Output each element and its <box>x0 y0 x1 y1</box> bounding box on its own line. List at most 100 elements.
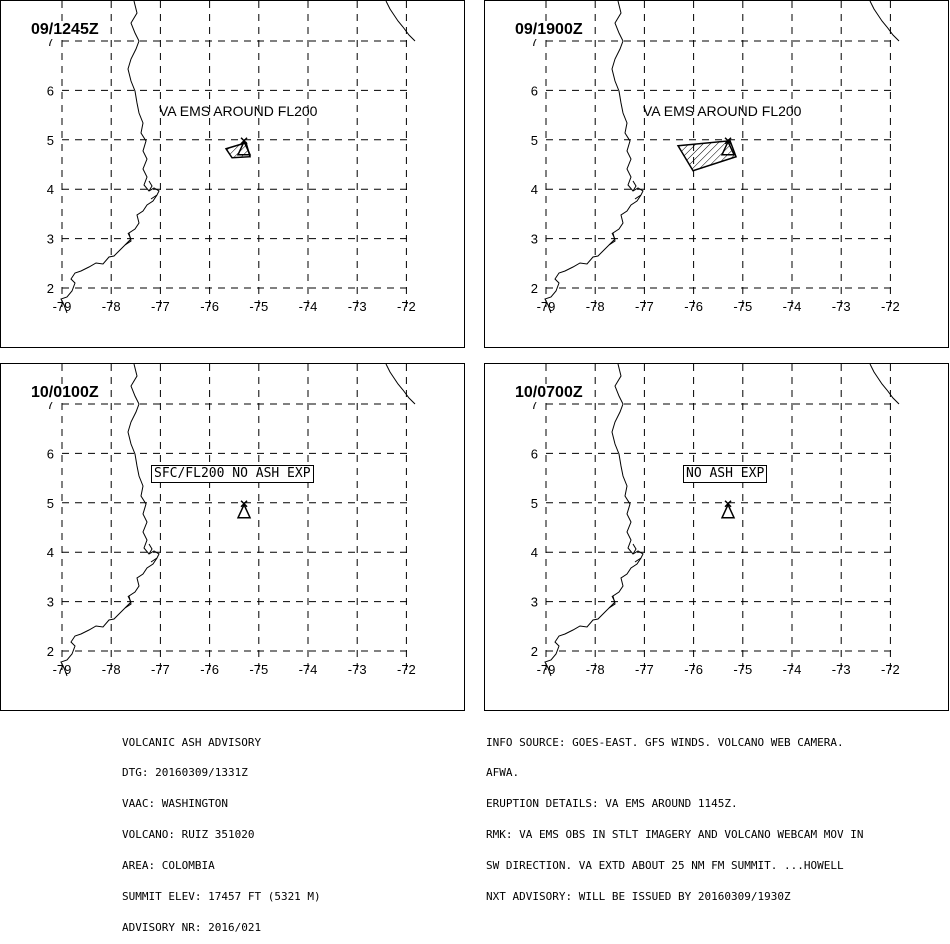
panel-time-label: 10/0700Z <box>514 384 584 402</box>
lon-tick-label: -72 <box>397 662 416 677</box>
lon-tick-label: -74 <box>299 662 318 677</box>
lat-tick-label: 4 <box>47 545 54 560</box>
ash-cloud-area <box>676 139 738 172</box>
lon-tick-label: -79 <box>537 662 556 677</box>
advisory-line: ADVISORY NR: 2016/021 <box>122 920 262 934</box>
forecast-panel-2: -79 -78 -77 -76 -75 -74 -73 -72 2 3 4 5 6 7 09/1900Z … <box>484 0 949 348</box>
lon-tick-label: -76 <box>684 662 703 677</box>
info-line: NXT ADVISORY: WILL BE ISSUED BY 20160309… <box>486 890 791 904</box>
coastline <box>544 1 644 314</box>
lat-tick-label: 5 <box>47 496 54 511</box>
volcano-icon <box>236 502 252 519</box>
forecast-panel-4: -79 -78 -77 -76 -75 -74 -73 -72 2 3 4 5 6 7 10/0700Z … <box>484 363 949 711</box>
lon-tick-label: -77 <box>151 662 170 677</box>
advisory-line: VOLCANO: RUIZ 351020 <box>122 828 255 842</box>
lon-tick-label: -75 <box>249 299 268 314</box>
lat-tick-label: 6 <box>531 446 538 461</box>
advisory-line: VAAC: WASHINGTON <box>122 797 228 811</box>
forecast-panel-3: -79 -78 -77 -76 -75 -74 -73 -72 2 3 4 5 6 7 10/0100Z … <box>0 363 465 711</box>
lat-tick-label: 2 <box>47 644 54 659</box>
lon-tick-label: -72 <box>881 299 900 314</box>
lat-tick-label: 2 <box>531 644 538 659</box>
map-1: -79 -78 -77 -76 -75 -74 -73 -72 2 3 4 5 6 7 <box>47 1 416 314</box>
coastline-detail <box>124 180 158 246</box>
info-line: INFO SOURCE: GOES-EAST. GFS WINDS. VOLCA… <box>486 735 844 749</box>
lat-tick-label: 6 <box>47 446 54 461</box>
lat-tick-label: 3 <box>47 595 54 610</box>
lon-tick-label: -79 <box>537 299 556 314</box>
advisory-header-block: VOLCANIC ASH ADVISORY DTG: 20160309/1331… <box>122 717 321 944</box>
border-line <box>385 1 416 42</box>
lon-tick-label: -74 <box>783 662 802 677</box>
lat-tick-label: 3 <box>531 232 538 247</box>
volcano-icon <box>720 502 736 519</box>
ash-cloud-label: SFC/FL200 NO ASH EXP <box>151 465 314 483</box>
info-line: ERUPTION DETAILS: VA EMS AROUND 1145Z. <box>486 797 738 811</box>
lon-tick-label: -74 <box>299 299 318 314</box>
lat-tick-label: 2 <box>531 281 538 296</box>
lat-tick-label: 4 <box>47 182 54 197</box>
coastline-detail <box>608 543 642 609</box>
lat-tick-label: 5 <box>531 496 538 511</box>
lat-tick-label: 7 <box>47 34 54 49</box>
lon-tick-label: -76 <box>200 299 219 314</box>
lon-tick-label: -78 <box>102 299 121 314</box>
ash-cloud-label: VA EMS AROUND FL200 <box>159 103 318 119</box>
lon-tick-label: -78 <box>586 662 605 677</box>
forecast-panel-1: -79 -78 -77 -76 -75 -74 -73 -72 2 3 4 5 6 7 09/1245Z … <box>0 0 465 348</box>
advisory-line: AREA: COLOMBIA <box>122 859 215 873</box>
lat-tick-label: 6 <box>47 83 54 98</box>
volcano-summit-icon <box>724 500 732 508</box>
lat-tick-label: 7 <box>531 34 538 49</box>
lon-tick-label: -75 <box>733 662 752 677</box>
lat-tick-label: 7 <box>531 397 538 412</box>
ash-cloud-label: NO ASH EXP <box>683 465 768 483</box>
lon-tick-label: -79 <box>53 299 72 314</box>
lon-tick-label: -73 <box>348 299 367 314</box>
lat-tick-label: 5 <box>47 133 54 148</box>
lon-tick-label: -73 <box>348 662 367 677</box>
ash-cloud-area <box>224 141 252 159</box>
advisory-line: DTG: 20160309/1331Z <box>122 766 248 780</box>
lon-tick-label: -72 <box>881 662 900 677</box>
lon-tick-label: -79 <box>53 662 72 677</box>
map-3: -79 -78 -77 -76 -75 -74 -73 -72 2 3 4 5 6 7 <box>47 364 416 677</box>
lon-tick-label: -73 <box>832 662 851 677</box>
lon-tick-label: -78 <box>586 299 605 314</box>
lat-tick-label: 6 <box>531 83 538 98</box>
lat-tick-label: 7 <box>47 397 54 412</box>
border-line <box>385 364 416 405</box>
border-line <box>869 364 900 405</box>
lon-tick-label: -77 <box>151 299 170 314</box>
lat-tick-label: 3 <box>531 595 538 610</box>
coastline-detail <box>608 180 642 246</box>
lat-tick-label: 3 <box>47 232 54 247</box>
advisory-info-block: INFO SOURCE: GOES-EAST. GFS WINDS. VOLCA… <box>486 717 864 913</box>
panel-time-label: 09/1245Z <box>30 21 100 39</box>
info-line: AFWA. <box>486 766 520 780</box>
ash-cloud-label: VA EMS AROUND FL200 <box>643 103 802 119</box>
volcano-summit-icon <box>240 500 248 508</box>
lon-tick-label: -74 <box>783 299 802 314</box>
lat-tick-label: 5 <box>531 133 538 148</box>
lon-tick-label: -75 <box>249 662 268 677</box>
coastline <box>60 1 160 314</box>
border-line <box>869 1 900 42</box>
lat-tick-label: 4 <box>531 182 538 197</box>
lon-tick-label: -77 <box>635 299 654 314</box>
coastline <box>60 364 160 677</box>
advisory-line: VOLCANIC ASH ADVISORY <box>122 735 262 749</box>
advisory-line: SUMMIT ELEV: 17457 FT (5321 M) <box>122 890 321 904</box>
lon-tick-label: -73 <box>832 299 851 314</box>
lon-tick-label: -75 <box>733 299 752 314</box>
map-2: -79 -78 -77 -76 -75 -74 -73 -72 2 3 4 5 6 7 <box>531 1 900 314</box>
info-line: RMK: VA EMS OBS IN STLT IMAGERY AND VOLC… <box>486 828 864 842</box>
lon-tick-label: -72 <box>397 299 416 314</box>
panel-time-label: 09/1900Z <box>514 21 584 39</box>
info-line: SW DIRECTION. VA EXTD ABOUT 25 NM FM SUM… <box>486 859 844 873</box>
lon-tick-label: -77 <box>635 662 654 677</box>
coastline <box>544 364 644 677</box>
map-4: -79 -78 -77 -76 -75 -74 -73 -72 2 3 4 5 6 7 <box>531 364 900 677</box>
coastline-detail <box>124 543 158 609</box>
lat-tick-label: 2 <box>47 281 54 296</box>
